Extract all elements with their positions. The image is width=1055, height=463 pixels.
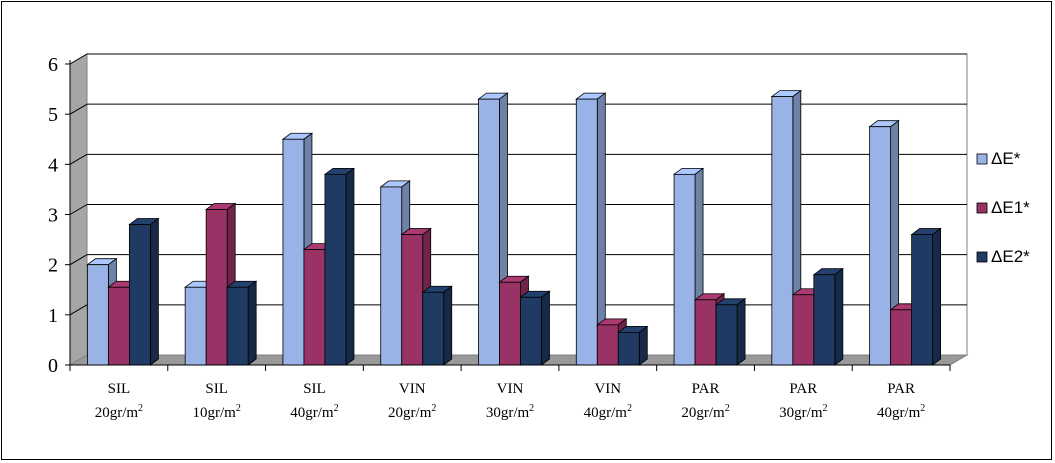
x-category-label: SIL <box>205 381 228 397</box>
bar-front <box>226 286 249 366</box>
bar-front <box>673 173 696 366</box>
bar <box>225 280 258 366</box>
bar-front <box>694 299 717 366</box>
gridline-side <box>69 153 88 165</box>
bar <box>519 290 551 366</box>
y-tick-label: 6 <box>48 54 58 76</box>
bar-front <box>422 291 445 366</box>
x-category-label: VIN <box>594 381 621 397</box>
legend-label: ΔE1* <box>991 198 1030 217</box>
x-category-unit: 40gr/m2 <box>584 403 632 421</box>
bar-front <box>282 138 305 366</box>
x-category-unit: 30gr/m2 <box>486 403 534 421</box>
bar-front <box>128 224 151 366</box>
x-category-unit: 40gr/m2 <box>290 403 338 421</box>
axes <box>69 60 951 371</box>
bar-side <box>932 227 942 366</box>
bar-side <box>443 285 453 366</box>
bar-front <box>205 209 228 366</box>
bar-side <box>834 267 844 366</box>
bar-side <box>541 290 550 366</box>
bar-front <box>869 126 892 366</box>
bar-side <box>345 167 355 366</box>
x-category-unit: 20gr/m2 <box>95 403 143 421</box>
legend-swatch <box>976 251 988 263</box>
bar-front <box>184 286 207 366</box>
legend: ΔE* ΔE1* ΔE2* <box>976 149 1030 266</box>
legend-item: ΔE2* <box>976 247 1030 266</box>
x-category-label: VIN <box>399 381 426 397</box>
y-tick-label: 1 <box>48 305 58 327</box>
bar-front <box>324 173 347 366</box>
bar <box>323 167 356 366</box>
legend-label: ΔE2* <box>991 247 1030 266</box>
bar <box>575 92 607 366</box>
bar-front <box>86 264 109 366</box>
x-category-unit: 20gr/m2 <box>388 403 436 421</box>
bar-side <box>736 297 746 366</box>
bars <box>86 89 942 366</box>
y-tick-label: 2 <box>48 255 58 277</box>
bar-side <box>149 217 159 366</box>
x-category-unit: 40gr/m2 <box>877 403 925 421</box>
bar-front <box>596 324 619 366</box>
x-axis-categories: SIL 20gr/m2 SIL 10gr/m2 SIL 40gr/m2 VIN 20gr/m2… <box>95 381 926 421</box>
gridline-side <box>69 204 88 215</box>
y-axis-ticks: 0 1 2 3 4 5 6 <box>48 54 70 377</box>
legend-label: ΔE* <box>991 149 1021 168</box>
bar-front <box>617 331 640 366</box>
bar-front <box>478 98 500 366</box>
y-tick-label: 0 <box>48 355 58 377</box>
bar-front <box>107 286 130 366</box>
x-category-label: SIL <box>303 381 326 397</box>
bar-front <box>813 274 836 366</box>
bar-front <box>520 296 542 366</box>
bar-front <box>380 186 403 366</box>
gridline-side <box>69 254 88 266</box>
x-category-label: PAR <box>692 381 720 397</box>
bar-front <box>792 294 815 366</box>
legend-swatch <box>976 202 988 214</box>
bar <box>868 119 900 366</box>
y-tick-label: 5 <box>48 104 58 126</box>
gridline-side <box>69 103 88 115</box>
y-tick-label: 4 <box>48 154 58 176</box>
bar <box>714 297 747 366</box>
gridline-side <box>69 304 88 316</box>
bar <box>421 285 453 366</box>
bar-front <box>890 309 913 366</box>
bar-front <box>401 234 424 366</box>
bar-front <box>499 281 521 366</box>
x-category-unit: 20gr/m2 <box>681 403 729 421</box>
bar <box>128 217 160 366</box>
legend-item: ΔE* <box>976 149 1021 168</box>
bar-front <box>715 304 738 366</box>
bar <box>910 227 942 366</box>
legend-swatch <box>976 153 988 165</box>
gridline-side <box>69 53 88 65</box>
bar-side <box>247 280 257 366</box>
x-category-label: PAR <box>887 381 915 397</box>
x-category-label: VIN <box>497 381 524 397</box>
bar <box>812 267 845 366</box>
bar-front <box>911 234 934 366</box>
legend-item: ΔE1* <box>976 198 1030 217</box>
bar-front <box>303 249 326 366</box>
x-category-label: PAR <box>789 381 817 397</box>
bar-front <box>575 98 598 366</box>
x-category-unit: 30gr/m2 <box>779 403 827 421</box>
y-tick-label: 3 <box>48 205 58 227</box>
x-category-unit: 10gr/m2 <box>192 403 240 421</box>
bar-side <box>638 325 648 366</box>
bar-front <box>771 96 794 366</box>
x-category-label: SIL <box>108 381 131 397</box>
bar <box>617 325 649 366</box>
